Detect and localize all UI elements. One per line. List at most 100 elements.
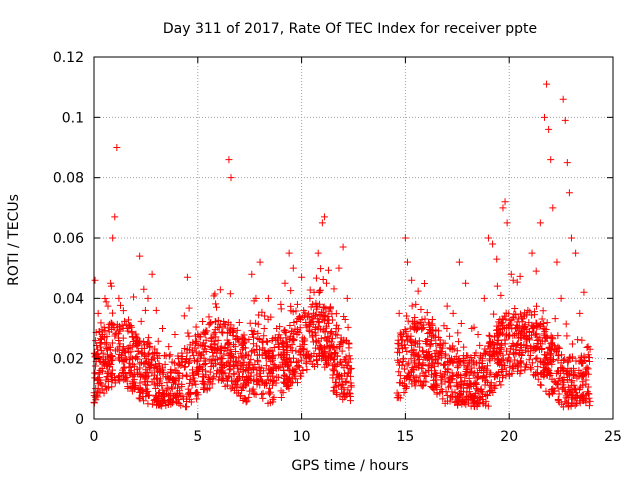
x-tick-label: 15 (396, 429, 414, 445)
data-point (302, 318, 310, 326)
data-point (568, 340, 576, 348)
tick-labels: 0 5 10 15 20 25 0 0.02 0.04 0.06 0.08 0.1 0.12 (53, 50, 622, 445)
data-point (500, 361, 508, 369)
data-point (443, 368, 451, 376)
data-point (225, 372, 233, 380)
data-point (318, 219, 326, 227)
data-point (517, 313, 525, 321)
data-point (431, 367, 439, 375)
data-point (320, 303, 328, 311)
data-point (546, 344, 554, 352)
data-point (175, 370, 183, 378)
data-point (564, 365, 572, 373)
data-point (465, 388, 473, 396)
data-point (484, 234, 492, 242)
data-point (306, 294, 314, 302)
data-point (505, 372, 513, 380)
data-point (283, 362, 291, 370)
data-point (553, 258, 561, 266)
data-point (281, 326, 289, 334)
data-point (324, 312, 332, 320)
data-point (236, 392, 244, 400)
data-point (405, 375, 413, 383)
data-point (543, 371, 551, 379)
data-point (486, 357, 494, 365)
data-point (205, 313, 213, 321)
data-point (321, 311, 329, 319)
data-point (453, 347, 461, 355)
data-point (136, 252, 144, 260)
data-point (403, 347, 411, 355)
data-point (465, 359, 473, 367)
data-point (95, 370, 103, 378)
data-point (303, 313, 311, 321)
data-point (185, 389, 193, 397)
data-point (181, 344, 189, 352)
data-point (432, 383, 440, 391)
data-point (487, 369, 495, 377)
data-point (511, 304, 519, 312)
data-point (200, 339, 208, 347)
data-point (116, 301, 124, 309)
data-point (543, 319, 551, 327)
data-point (256, 258, 264, 266)
data-point (497, 341, 505, 349)
data-point (525, 319, 533, 327)
data-point (142, 373, 150, 381)
data-point (441, 352, 449, 360)
data-point (486, 332, 494, 340)
data-point (485, 348, 493, 356)
data-point (290, 354, 298, 362)
data-point (235, 354, 243, 362)
data-point (490, 340, 498, 348)
data-point (330, 383, 338, 391)
data-point (205, 376, 213, 384)
data-point (112, 347, 120, 355)
data-point (482, 377, 490, 385)
data-points (91, 80, 592, 393)
data-point (118, 357, 126, 365)
data-point (333, 390, 341, 398)
data-point (118, 322, 126, 330)
data-point (122, 355, 130, 363)
data-point (258, 390, 266, 398)
data-point (246, 387, 254, 395)
data-point (211, 290, 219, 298)
data-point (297, 356, 305, 364)
data-point (233, 357, 241, 365)
data-point (111, 373, 119, 381)
data-point (336, 358, 344, 366)
data-point (293, 330, 301, 338)
data-point (418, 347, 426, 355)
data-point (574, 336, 582, 344)
data-point (336, 340, 344, 348)
data-point (565, 389, 573, 397)
data-point (421, 315, 429, 323)
data-point (220, 350, 228, 358)
data-point (171, 331, 179, 339)
data-point (502, 309, 510, 317)
data-point (227, 385, 235, 393)
data-point (425, 367, 433, 375)
data-point (509, 276, 517, 284)
data-point (545, 125, 553, 133)
data-point (506, 363, 514, 371)
data-point (410, 339, 418, 347)
data-point (140, 338, 148, 346)
data-point (555, 390, 563, 398)
data-point (109, 321, 117, 329)
data-point (152, 384, 160, 392)
data-point (330, 343, 338, 351)
data-point (229, 352, 237, 360)
data-point (343, 372, 351, 380)
data-point (561, 387, 569, 395)
data-point (522, 342, 530, 350)
data-point (403, 337, 411, 345)
data-point (411, 352, 419, 360)
data-point (270, 393, 278, 401)
data-point (456, 390, 464, 398)
data-point (480, 369, 488, 377)
data-point (435, 327, 443, 335)
data-point (579, 391, 587, 399)
data-point (219, 355, 227, 363)
